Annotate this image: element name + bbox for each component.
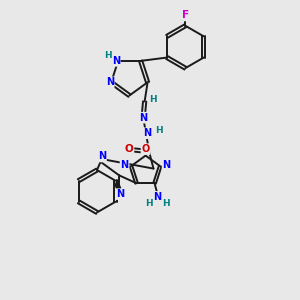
Text: N: N xyxy=(112,56,120,66)
Text: N: N xyxy=(143,128,152,138)
Text: N: N xyxy=(116,189,124,199)
Text: N: N xyxy=(106,77,114,87)
Text: N: N xyxy=(139,112,147,123)
Text: H: H xyxy=(163,200,170,208)
Text: H: H xyxy=(104,50,112,59)
Text: N: N xyxy=(98,152,106,161)
Text: H: H xyxy=(149,95,157,104)
Text: H: H xyxy=(155,126,162,135)
Text: N: N xyxy=(121,160,129,170)
Text: N: N xyxy=(154,192,162,202)
Text: O: O xyxy=(125,144,134,154)
Text: H: H xyxy=(145,200,152,208)
Text: N: N xyxy=(163,160,171,170)
Text: F: F xyxy=(182,11,189,20)
Text: O: O xyxy=(142,144,150,154)
